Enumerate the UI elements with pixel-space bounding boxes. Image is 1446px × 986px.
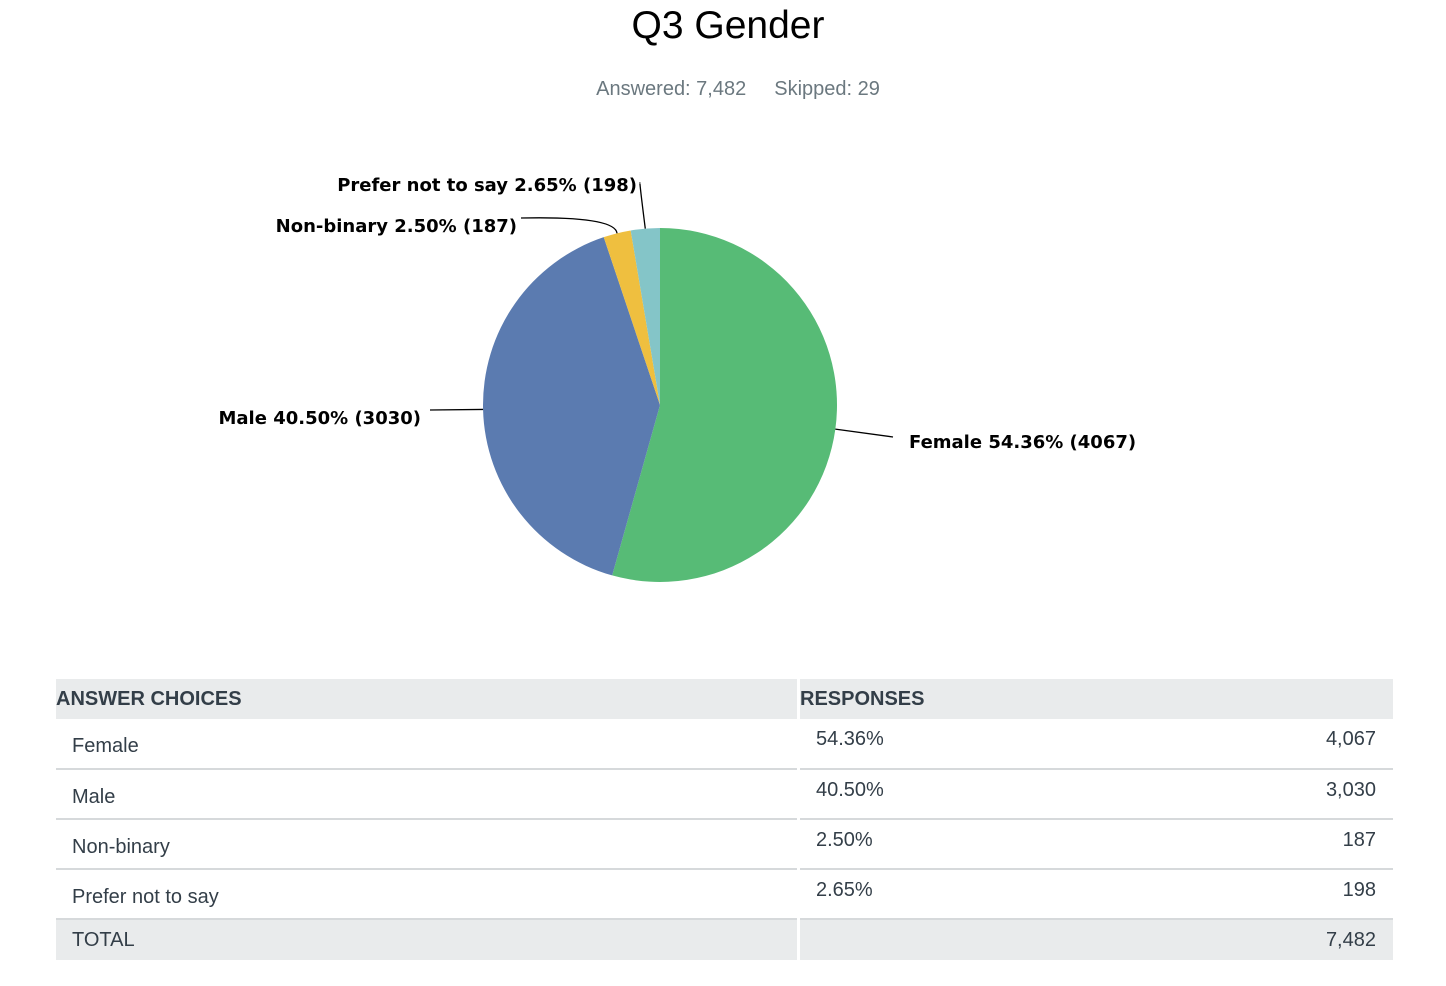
slice-label: Male 40.50% (3030) (219, 408, 422, 429)
row-percent: 2.65% (798, 869, 1096, 920)
table-row: Non-binary 2.50% 187 (56, 819, 1393, 870)
row-count: 198 (1095, 869, 1393, 920)
row-percent: 40.50% (798, 769, 1096, 820)
leader-line (429, 408, 484, 411)
table-header-row: ANSWER CHOICES RESPONSES (56, 679, 1393, 719)
skipped-count: Skipped: 29 (774, 78, 880, 100)
row-count: 3,030 (1095, 769, 1393, 820)
row-count: 187 (1095, 819, 1393, 870)
table-total-row: TOTAL 7,482 (56, 919, 1393, 960)
table-row: Male 40.50% 3,030 (56, 769, 1393, 820)
row-choice: Non-binary (56, 819, 800, 870)
pie-slice-male[interactable] (482, 237, 660, 576)
row-choice: Male (56, 769, 800, 820)
total-label: TOTAL (56, 919, 800, 960)
leader-line (520, 217, 618, 234)
pie-slice-prefer-not-to-say[interactable] (630, 228, 660, 405)
row-choice: Female (56, 719, 800, 770)
pie-slices (482, 228, 837, 582)
leader-lines (429, 182, 894, 438)
header-answer-choices[interactable]: ANSWER CHOICES (56, 679, 800, 719)
leader-line (835, 428, 894, 438)
page-title: Q3 Gender (631, 4, 825, 47)
leader-line (639, 182, 646, 229)
answered-count: Answered: 7,482 (596, 78, 747, 100)
slice-label: Female 54.36% (4067) (909, 432, 1136, 453)
slice-label: Non-binary 2.50% (187) (276, 216, 517, 237)
row-percent: 54.36% (798, 719, 1096, 770)
slice-label: Prefer not to say 2.65% (198) (337, 175, 637, 196)
response-stats: Answered: 7,482 Skipped: 29 (0, 78, 1446, 101)
table-row: Female 54.36% 4,067 (56, 719, 1393, 770)
responses-table: ANSWER CHOICES RESPONSES Female 54.36% 4… (56, 679, 1393, 960)
row-percent: 2.50% (798, 819, 1096, 870)
pie-slice-female[interactable] (612, 228, 837, 582)
row-count: 4,067 (1095, 719, 1393, 770)
total-count: 7,482 (798, 919, 1393, 960)
header-responses[interactable]: RESPONSES (798, 679, 1393, 719)
table-row: Prefer not to say 2.65% 198 (56, 869, 1393, 920)
row-choice: Prefer not to say (56, 869, 800, 920)
pie-slice-non-binary[interactable] (603, 230, 660, 405)
pie-chart: Female 54.36% (4067) Male 40.50% (3030) No… (219, 175, 1137, 582)
slice-labels: Female 54.36% (4067) Male 40.50% (3030) No… (219, 175, 1137, 453)
